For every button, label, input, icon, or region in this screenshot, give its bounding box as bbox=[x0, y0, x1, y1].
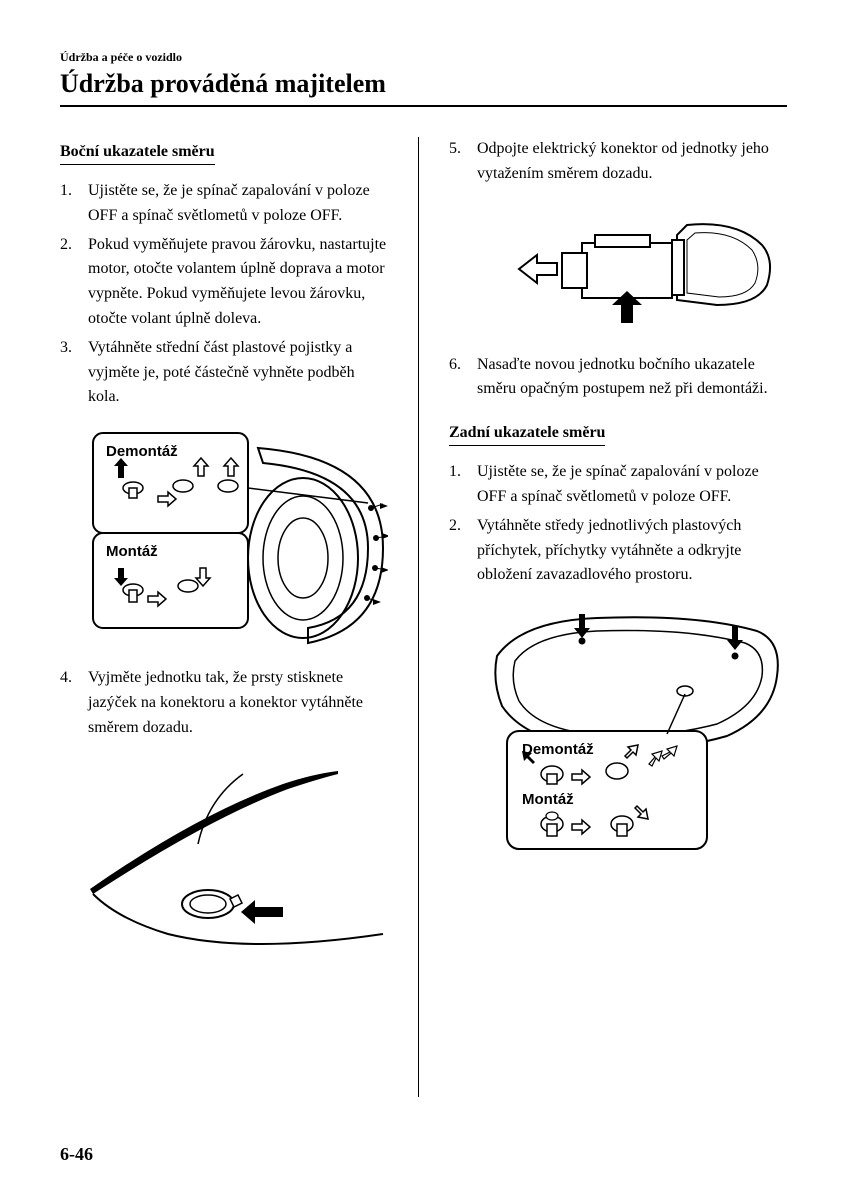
list-item: Odpojte elektrický konektor od jednotky … bbox=[449, 137, 787, 187]
column-divider bbox=[418, 137, 419, 1097]
figure-trunk-trim: Demontáž Montáž bbox=[477, 606, 787, 856]
label-demontaz: Demontáž bbox=[106, 443, 178, 460]
list-item: Ujistěte se, že je spínač zapalování v p… bbox=[449, 460, 787, 510]
header-title: Údržba prováděná majitelem bbox=[60, 69, 787, 99]
list-item: Pokud vyměňujete pravou žárovku, nastart… bbox=[60, 233, 388, 332]
page-number: 6-46 bbox=[60, 1144, 93, 1165]
list-item: Vytáhněte střední část plastové pojistky… bbox=[60, 336, 388, 410]
list-item: Ujistěte se, že je spínač zapalování v p… bbox=[60, 179, 388, 229]
side-indicator-list-cont: Vyjměte jednotku tak, že prsty stisknete… bbox=[60, 666, 388, 740]
side-indicator-list: Ujistěte se, že je spínač zapalování v p… bbox=[60, 179, 388, 410]
label-montaz-rear: Montáž bbox=[522, 791, 574, 808]
figure-connector-detach bbox=[477, 205, 787, 335]
left-column: Boční ukazatele směru Ujistěte se, že je… bbox=[60, 137, 388, 1097]
side-indicator-list-6: Nasaďte novou jednotku bočního ukazatele… bbox=[449, 353, 787, 403]
list-item: Vyjměte jednotku tak, že prsty stisknete… bbox=[60, 666, 388, 740]
figure-fender-connector bbox=[88, 759, 388, 959]
list-item: Vytáhněte středy jednotlivých plastových… bbox=[449, 514, 787, 588]
page-header: Údržba a péče o vozidlo Údržba prováděná… bbox=[60, 50, 787, 107]
label-demontaz-rear: Demontáž bbox=[522, 741, 594, 758]
content-area: Boční ukazatele směru Ujistěte se, že je… bbox=[60, 137, 787, 1097]
section-heading-rear: Zadní ukazatele směru bbox=[449, 424, 605, 446]
list-item: Nasaďte novou jednotku bočního ukazatele… bbox=[449, 353, 787, 403]
label-montaz: Montáž bbox=[106, 543, 158, 560]
right-column: Odpojte elektrický konektor od jednotky … bbox=[449, 137, 787, 1097]
side-indicator-list-5: Odpojte elektrický konektor od jednotky … bbox=[449, 137, 787, 187]
section-heading-side: Boční ukazatele směru bbox=[60, 143, 215, 165]
header-category: Údržba a péče o vozidlo bbox=[60, 50, 787, 65]
figure-wheel-fastener: Demontáž Montáž bbox=[88, 428, 388, 648]
rear-indicator-list: Ujistěte se, že je spínač zapalování v p… bbox=[449, 460, 787, 588]
